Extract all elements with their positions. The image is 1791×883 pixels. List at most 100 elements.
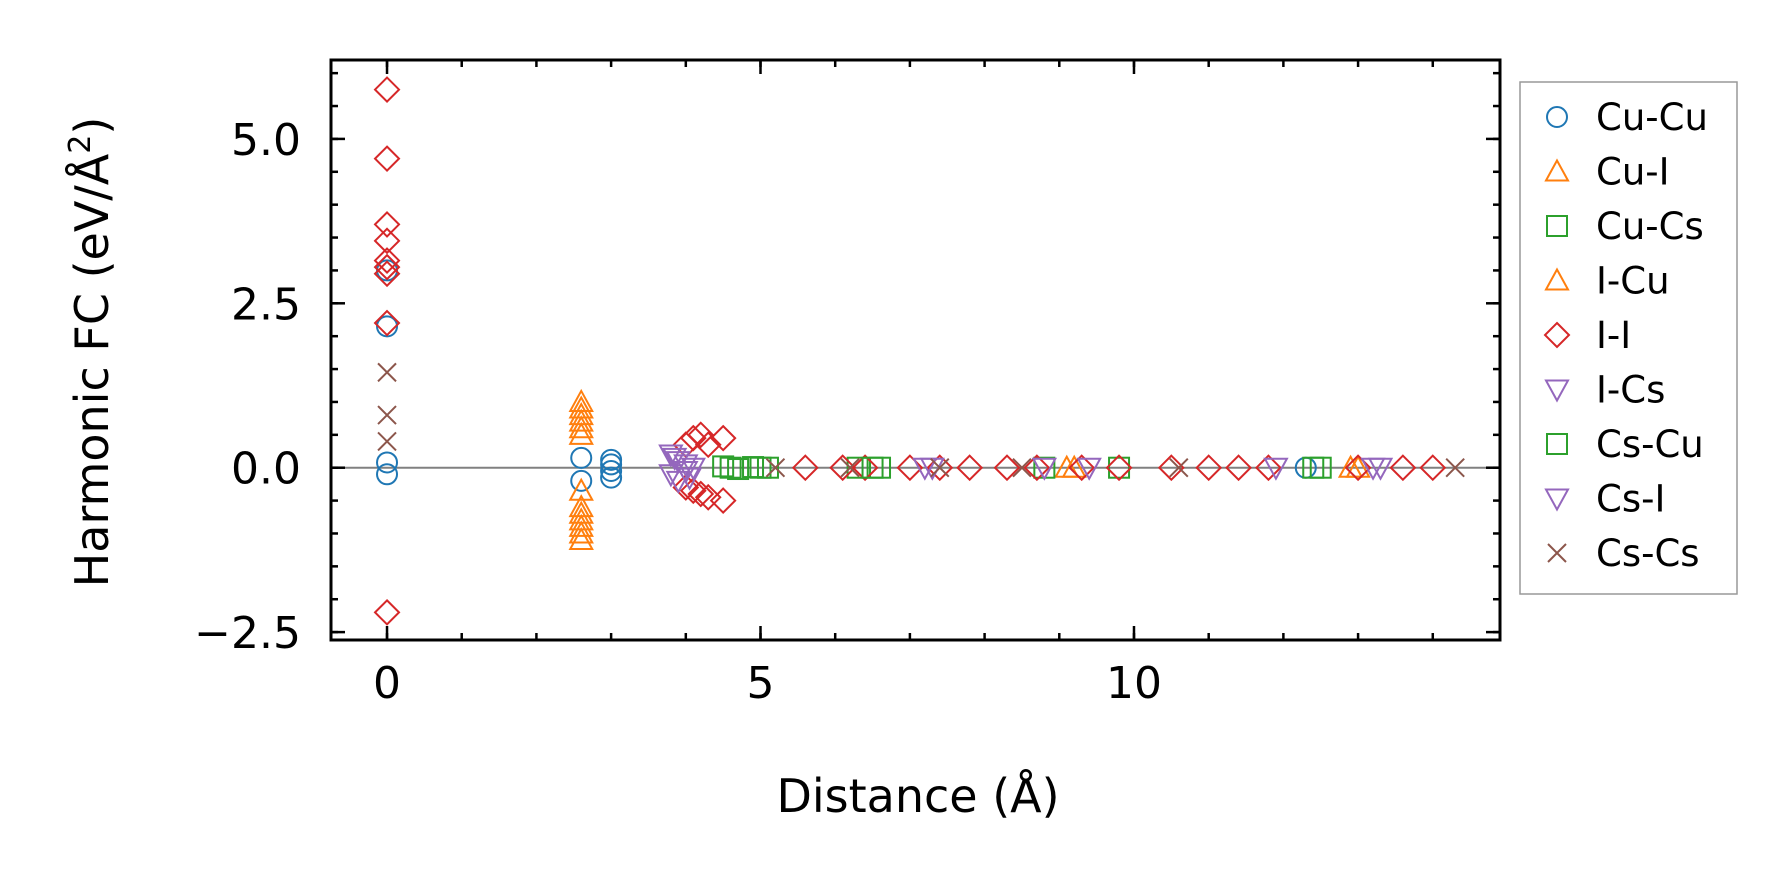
y-tick-label: 5.0 <box>231 115 301 166</box>
series-cs-cu <box>719 456 1332 479</box>
data-point <box>861 456 884 479</box>
data-point <box>719 456 742 479</box>
data-markers <box>373 76 1465 626</box>
data-point <box>373 210 401 238</box>
data-point <box>373 145 401 173</box>
plot-area <box>329 58 1502 642</box>
data-point <box>568 415 594 439</box>
legend-item-cu-cs: Cu-Cs <box>1546 205 1704 248</box>
legend-item-i-cs: I-Cs <box>1544 369 1665 412</box>
data-point <box>600 459 623 482</box>
data-point <box>373 253 401 281</box>
data-point <box>658 464 684 488</box>
legend-marker <box>1543 321 1571 349</box>
data-point <box>1344 454 1372 482</box>
legend-marker <box>1544 158 1570 182</box>
data-point <box>687 421 715 449</box>
data-point <box>600 453 623 476</box>
data-point <box>1157 454 1185 482</box>
data-point <box>840 458 860 478</box>
y-tick-label: 2.5 <box>231 279 301 330</box>
data-point <box>1076 457 1102 481</box>
data-point <box>1031 457 1058 481</box>
data-point <box>1367 457 1394 481</box>
legend-label: Cu-I <box>1596 151 1670 194</box>
series-i-cu <box>1061 454 1371 478</box>
data-point <box>373 227 401 255</box>
data-point <box>672 474 700 501</box>
y-tick-label: −2.5 <box>194 608 301 659</box>
data-point <box>712 455 735 478</box>
data-point <box>694 483 722 511</box>
data-point <box>1445 458 1465 478</box>
data-point <box>829 454 857 482</box>
data-point <box>1225 454 1252 482</box>
data-point <box>679 424 707 452</box>
data-point <box>1309 456 1332 479</box>
data-point <box>568 520 594 544</box>
data-point <box>376 451 399 474</box>
legend-label: Cs-Cs <box>1596 532 1700 575</box>
data-point <box>568 513 594 537</box>
series-cu-cu <box>376 259 1317 492</box>
data-point <box>1023 454 1051 482</box>
x-tick-label: 10 <box>1106 658 1162 709</box>
data-point <box>568 500 594 524</box>
data-point <box>568 408 594 432</box>
legend-label: Cu-Cu <box>1596 96 1708 139</box>
data-point <box>679 477 707 505</box>
data-point <box>376 463 399 486</box>
data-point <box>1263 457 1289 481</box>
data-point <box>1108 456 1131 479</box>
data-point <box>930 458 950 478</box>
data-point <box>570 469 593 492</box>
data-point <box>377 405 397 425</box>
data-point <box>1389 454 1417 482</box>
data-point <box>676 467 703 491</box>
legend-marker <box>1547 543 1567 563</box>
series-cs-cs <box>377 362 1465 478</box>
data-point <box>846 456 869 479</box>
data-point <box>896 454 924 482</box>
data-point <box>727 458 750 481</box>
data-point <box>568 507 594 531</box>
axes-frame <box>329 58 1502 642</box>
legend-item-cu-i: Cu-I <box>1544 151 1670 194</box>
data-point <box>709 487 737 515</box>
data-point <box>709 424 737 452</box>
legend-items: Cu-Cu Cu-I Cu-Cs I-Cu I-I I-Cs Cs-Cu Cs-I Cs-Cs <box>1543 96 1708 575</box>
data-point <box>568 395 594 419</box>
tick-labels: 0 5 10 −2.5 0.0 2.5 5.0 <box>194 115 1162 709</box>
legend-label: Cs-I <box>1596 478 1665 521</box>
y-axis-label: Harmonic FC (eV/Å2) <box>63 117 119 588</box>
legend-item-cs-i: Cs-I <box>1544 478 1665 521</box>
data-point <box>1345 454 1371 478</box>
series-i-i <box>373 76 1447 626</box>
data-point <box>993 454 1021 482</box>
legend-marker <box>1546 433 1568 455</box>
data-point <box>373 260 401 288</box>
data-point <box>765 458 786 478</box>
legend-item-cs-cu: Cs-Cu <box>1546 423 1704 466</box>
data-point <box>377 362 397 383</box>
legend-marker <box>1546 106 1568 128</box>
legend-label: I-I <box>1596 314 1631 357</box>
data-point <box>1061 454 1087 478</box>
legend-item-cu-cu: Cu-Cu <box>1546 96 1708 139</box>
series-cu-i <box>568 388 1364 551</box>
data-point <box>568 421 594 445</box>
data-point <box>373 598 401 626</box>
data-point <box>1169 458 1189 478</box>
data-point <box>568 477 594 501</box>
data-point <box>791 454 819 482</box>
legend: Cu-Cu Cu-I Cu-Cs I-Cu I-I I-Cs Cs-Cu Cs-I Cs-Cs <box>1519 81 1738 595</box>
data-point <box>1255 454 1282 482</box>
series-cu-cs <box>712 455 1325 481</box>
data-point <box>373 76 401 104</box>
data-point <box>377 431 397 452</box>
data-point <box>1105 454 1133 482</box>
data-point <box>568 526 594 551</box>
legend-label: Cs-Cu <box>1596 423 1704 466</box>
legend-marker <box>1546 215 1568 237</box>
